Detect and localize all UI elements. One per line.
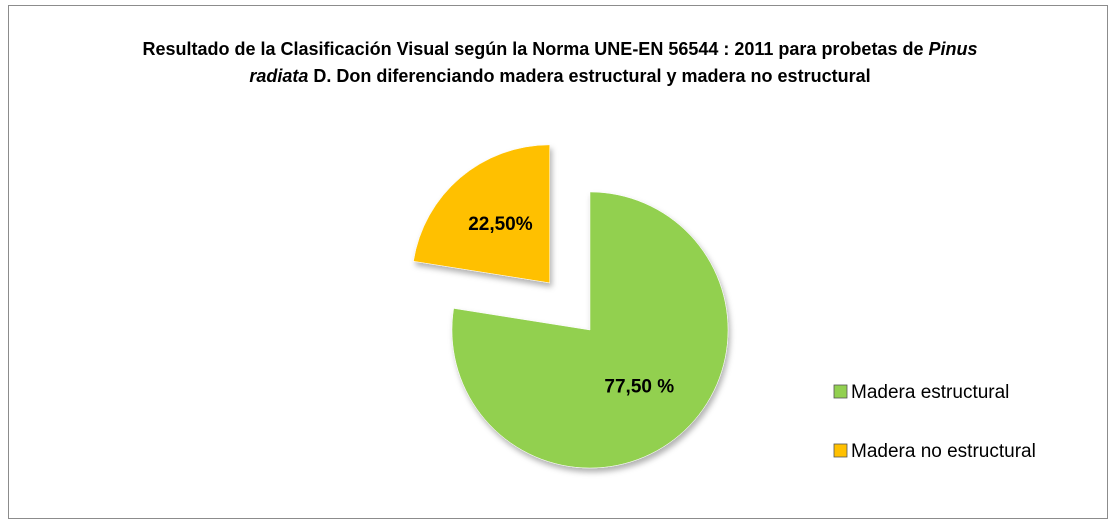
data-label: 77,50 % bbox=[604, 377, 674, 398]
legend-swatch bbox=[833, 384, 848, 399]
title-italic: Pinus radiata bbox=[249, 39, 978, 86]
legend-label: Madera no estructural bbox=[851, 441, 1036, 462]
chart-frame bbox=[8, 5, 1108, 519]
legend-swatch bbox=[833, 443, 848, 458]
title-part: Resultado de la Clasificación Visual seg… bbox=[142, 39, 929, 59]
pie-slice bbox=[413, 144, 550, 284]
legend-label: Madera estructural bbox=[851, 382, 1009, 403]
title-part: D. Don diferenciando madera estructural … bbox=[308, 66, 871, 86]
pie-slice bbox=[451, 191, 729, 469]
chart-title: Resultado de la Clasificación Visual seg… bbox=[125, 36, 995, 90]
data-label: 22,50% bbox=[468, 214, 533, 235]
